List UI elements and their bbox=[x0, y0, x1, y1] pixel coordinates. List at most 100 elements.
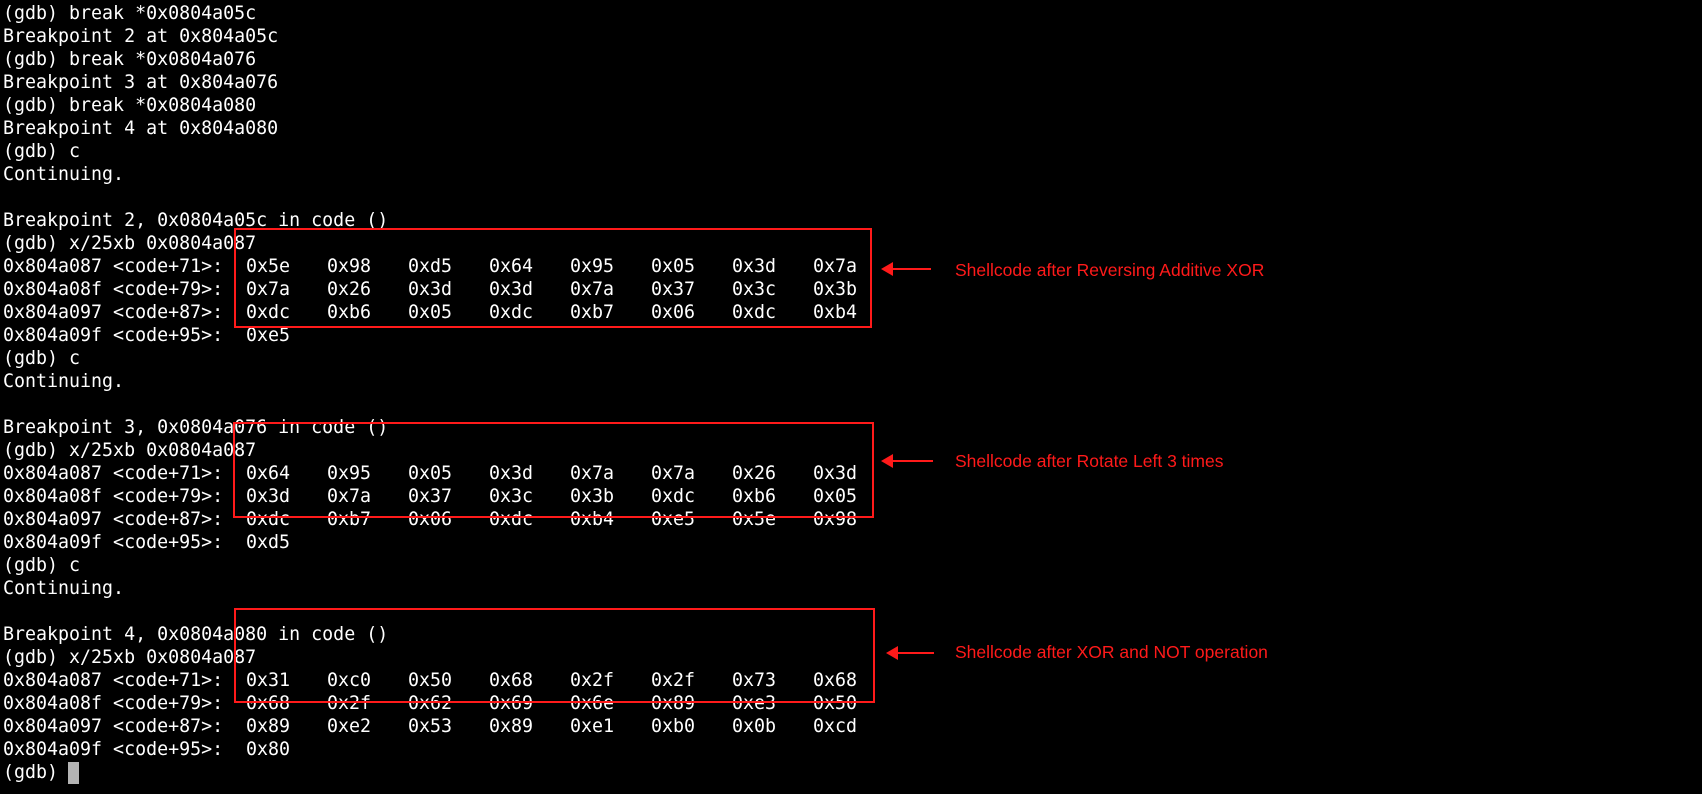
arrow-left-icon bbox=[881, 262, 931, 276]
memory-address-label: 0x804a087 <code+71>: bbox=[3, 463, 224, 484]
gdb-command-line: (gdb) c bbox=[3, 348, 81, 369]
memory-address-label: 0x804a09f <code+95>: bbox=[3, 739, 224, 760]
memory-address-label: 0x804a08f <code+79>: bbox=[3, 279, 224, 300]
memory-byte: 0x95 bbox=[327, 463, 372, 484]
memory-byte: 0x5e bbox=[246, 256, 291, 277]
memory-byte: 0x06 bbox=[408, 509, 453, 530]
memory-byte: 0x26 bbox=[732, 463, 777, 484]
memory-byte: 0x98 bbox=[327, 256, 372, 277]
memory-byte: 0x3c bbox=[732, 279, 777, 300]
memory-byte: 0x89 bbox=[651, 693, 696, 714]
gdb-command-line: (gdb) c bbox=[3, 555, 81, 576]
memory-byte: 0x6e bbox=[570, 693, 615, 714]
memory-byte: 0x05 bbox=[651, 256, 696, 277]
gdb-output-line: Continuing. bbox=[3, 164, 125, 185]
memory-byte: 0xb7 bbox=[570, 302, 615, 323]
gdb-command-line: (gdb) break *0x0804a05c bbox=[3, 3, 257, 24]
memory-byte: 0xc0 bbox=[327, 670, 372, 691]
memory-address-label: 0x804a087 <code+71>: bbox=[3, 256, 224, 277]
arrow-left-icon bbox=[881, 454, 933, 468]
memory-byte: 0x3c bbox=[489, 486, 534, 507]
memory-byte: 0xdc bbox=[732, 302, 777, 323]
gdb-output-line: Breakpoint 4 at 0x804a080 bbox=[3, 118, 279, 139]
memory-byte: 0xcd bbox=[813, 716, 858, 737]
memory-address-label: 0x804a09f <code+95>: bbox=[3, 325, 224, 346]
memory-address-label: 0x804a097 <code+87>: bbox=[3, 302, 224, 323]
memory-byte: 0x2f bbox=[651, 670, 696, 691]
memory-byte: 0xb6 bbox=[732, 486, 777, 507]
memory-byte: 0xb4 bbox=[570, 509, 615, 530]
gdb-output-line: Continuing. bbox=[3, 371, 125, 392]
memory-byte: 0x0b bbox=[732, 716, 777, 737]
memory-address-label: 0x804a09f <code+95>: bbox=[3, 532, 224, 553]
gdb-output-line: Breakpoint 2 at 0x804a05c bbox=[3, 26, 279, 47]
memory-byte: 0x3d bbox=[489, 279, 534, 300]
memory-byte: 0xb0 bbox=[651, 716, 696, 737]
memory-byte: 0x3b bbox=[570, 486, 615, 507]
memory-byte: 0x3d bbox=[408, 279, 453, 300]
memory-byte: 0xb4 bbox=[813, 302, 858, 323]
memory-address-label: 0x804a08f <code+79>: bbox=[3, 486, 224, 507]
memory-byte: 0x3d bbox=[813, 463, 858, 484]
memory-byte: 0x73 bbox=[732, 670, 777, 691]
memory-byte: 0x95 bbox=[570, 256, 615, 277]
memory-byte: 0x2f bbox=[570, 670, 615, 691]
memory-byte: 0xb7 bbox=[327, 509, 372, 530]
memory-byte: 0x05 bbox=[408, 302, 453, 323]
memory-byte: 0xd5 bbox=[246, 532, 291, 553]
gdb-command-line: (gdb) x/25xb 0x0804a087 bbox=[3, 233, 257, 254]
memory-byte: 0x68 bbox=[489, 670, 534, 691]
memory-byte: 0x5e bbox=[732, 509, 777, 530]
memory-address-label: 0x804a097 <code+87>: bbox=[3, 716, 224, 737]
memory-byte: 0x05 bbox=[408, 463, 453, 484]
memory-address-label: 0x804a097 <code+87>: bbox=[3, 509, 224, 530]
memory-byte: 0x50 bbox=[408, 670, 453, 691]
memory-byte: 0x7a bbox=[570, 463, 615, 484]
memory-byte: 0x64 bbox=[489, 256, 534, 277]
gdb-output-line: Breakpoint 3 at 0x804a076 bbox=[3, 72, 279, 93]
memory-byte: 0x7a bbox=[651, 463, 696, 484]
memory-byte: 0x37 bbox=[408, 486, 453, 507]
memory-byte: 0x89 bbox=[489, 716, 534, 737]
memory-byte: 0xdc bbox=[651, 486, 696, 507]
highlight-box bbox=[234, 228, 872, 328]
gdb-output-line: Continuing. bbox=[3, 578, 125, 599]
memory-byte: 0xd5 bbox=[408, 256, 453, 277]
memory-byte: 0x89 bbox=[246, 716, 291, 737]
memory-byte: 0xdc bbox=[246, 302, 291, 323]
terminal-cursor bbox=[68, 762, 79, 784]
memory-byte: 0xdc bbox=[489, 509, 534, 530]
memory-byte: 0x06 bbox=[651, 302, 696, 323]
memory-byte: 0x7a bbox=[570, 279, 615, 300]
gdb-command-line: (gdb) x/25xb 0x0804a087 bbox=[3, 647, 257, 668]
memory-byte: 0xe2 bbox=[327, 716, 372, 737]
memory-byte: 0xb6 bbox=[327, 302, 372, 323]
memory-byte: 0xdc bbox=[489, 302, 534, 323]
gdb-command-line: (gdb) bbox=[3, 762, 70, 783]
memory-byte: 0x98 bbox=[813, 509, 858, 530]
memory-address-label: 0x804a087 <code+71>: bbox=[3, 670, 224, 691]
memory-byte: 0x3d bbox=[246, 486, 291, 507]
memory-byte: 0x50 bbox=[813, 693, 858, 714]
memory-byte: 0xe5 bbox=[246, 325, 291, 346]
memory-byte: 0x68 bbox=[813, 670, 858, 691]
memory-byte: 0x53 bbox=[408, 716, 453, 737]
memory-byte: 0x31 bbox=[246, 670, 291, 691]
annotation-label: Shellcode after Reversing Additive XOR bbox=[955, 260, 1265, 280]
memory-byte: 0x05 bbox=[813, 486, 858, 507]
memory-byte: 0x3b bbox=[813, 279, 858, 300]
memory-byte: 0x3d bbox=[732, 256, 777, 277]
memory-byte: 0x37 bbox=[651, 279, 696, 300]
gdb-command-line: (gdb) c bbox=[3, 141, 81, 162]
memory-byte: 0x3d bbox=[489, 463, 534, 484]
memory-byte: 0xe1 bbox=[570, 716, 615, 737]
memory-byte: 0x7a bbox=[813, 256, 858, 277]
memory-byte: 0x62 bbox=[408, 693, 453, 714]
gdb-command-line: (gdb) x/25xb 0x0804a087 bbox=[3, 440, 257, 461]
memory-byte: 0x69 bbox=[489, 693, 534, 714]
annotation-label: Shellcode after Rotate Left 3 times bbox=[955, 451, 1224, 471]
highlight-box bbox=[234, 608, 875, 703]
memory-byte: 0x80 bbox=[246, 739, 291, 760]
memory-byte: 0xe3 bbox=[732, 693, 777, 714]
gdb-command-line: (gdb) break *0x0804a080 bbox=[3, 95, 257, 116]
